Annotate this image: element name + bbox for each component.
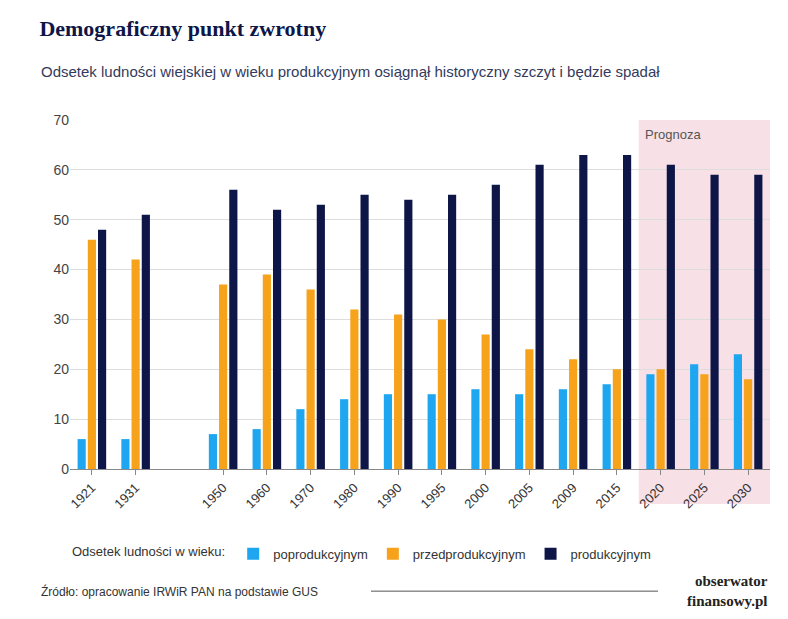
svg-text:1960: 1960 bbox=[243, 480, 274, 511]
svg-text:60: 60 bbox=[53, 162, 69, 178]
svg-text:Źródło: opracowanie IRWiR PAN: Źródło: opracowanie IRWiR PAN na podstaw… bbox=[41, 584, 318, 599]
svg-text:2025: 2025 bbox=[680, 480, 711, 511]
svg-text:produkcyjnym: produkcyjnym bbox=[571, 547, 651, 562]
svg-text:30: 30 bbox=[53, 311, 69, 327]
svg-text:50: 50 bbox=[53, 212, 69, 228]
svg-text:2005: 2005 bbox=[505, 480, 536, 511]
svg-text:2020: 2020 bbox=[636, 480, 667, 511]
svg-text:2000: 2000 bbox=[461, 480, 492, 511]
svg-text:1921: 1921 bbox=[68, 480, 99, 511]
svg-text:40: 40 bbox=[53, 261, 69, 277]
svg-text:poprodukcyjnym: poprodukcyjnym bbox=[273, 547, 368, 562]
svg-text:Odsetek ludności w wieku:: Odsetek ludności w wieku: bbox=[72, 544, 225, 559]
svg-text:70: 70 bbox=[53, 112, 69, 128]
svg-text:1990: 1990 bbox=[374, 480, 405, 511]
svg-text:1970: 1970 bbox=[286, 480, 317, 511]
svg-text:1931: 1931 bbox=[111, 480, 142, 511]
svg-text:2030: 2030 bbox=[724, 480, 755, 511]
svg-text:20: 20 bbox=[53, 361, 69, 377]
svg-text:1950: 1950 bbox=[199, 480, 230, 511]
svg-text:Prognoza: Prognoza bbox=[645, 127, 701, 142]
svg-text:1995: 1995 bbox=[418, 480, 449, 511]
svg-text:1980: 1980 bbox=[330, 480, 361, 511]
svg-text:10: 10 bbox=[53, 411, 69, 427]
svg-text:Odsetek ludności wiejskiej w w: Odsetek ludności wiejskiej w wieku produ… bbox=[41, 63, 660, 80]
svg-text:2015: 2015 bbox=[593, 480, 624, 511]
svg-text:0: 0 bbox=[61, 461, 69, 477]
svg-text:obserwatorfinansowy.pl: obserwatorfinansowy.pl bbox=[687, 573, 768, 609]
svg-text:Demograficzny punkt zwrotny: Demograficzny punkt zwrotny bbox=[39, 16, 326, 41]
svg-text:2009: 2009 bbox=[549, 480, 580, 511]
svg-text:przedprodukcyjnym: przedprodukcyjnym bbox=[413, 547, 526, 562]
